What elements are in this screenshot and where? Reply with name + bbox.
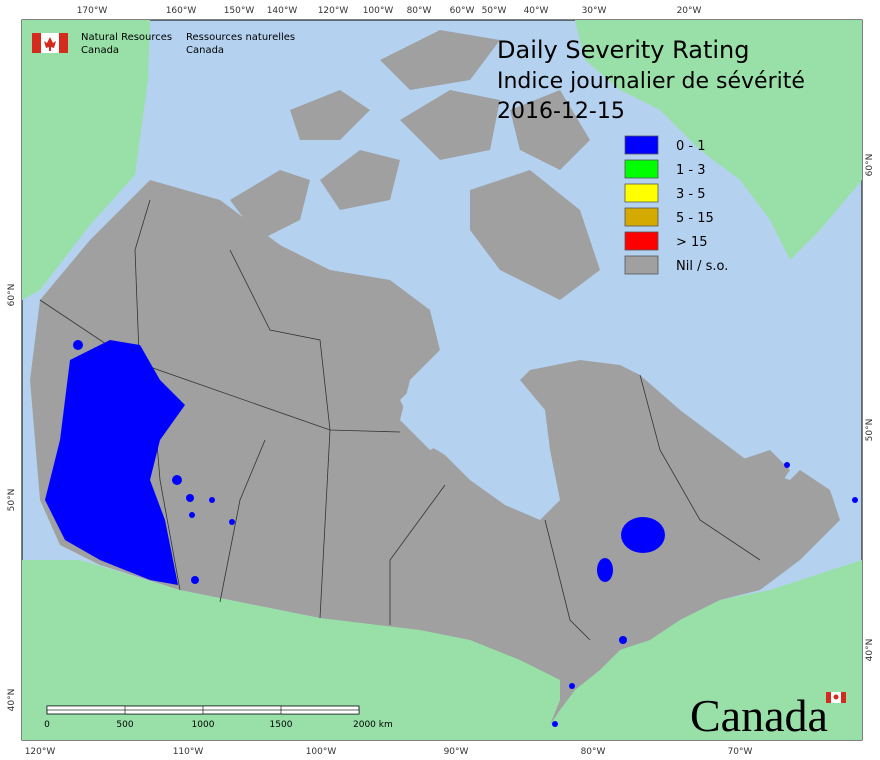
longitude-label: 120°W [25, 747, 56, 757]
org-fr: Canada [186, 45, 224, 56]
org-en: Natural Resources [81, 32, 172, 43]
wordmark: Canada [690, 690, 828, 741]
legend-label: > 15 [676, 235, 708, 250]
date: 2016-12-15 [497, 99, 625, 124]
latitude-label: 40°N [7, 689, 17, 712]
rating-0-1-areas [45, 340, 858, 727]
legend-swatch [624, 231, 659, 251]
longitude-label: 80°W [581, 747, 606, 757]
longitude-label: 60°W [450, 6, 475, 16]
longitude-label: 150°W [224, 6, 255, 16]
graticule-labels: 170°W 160°W 150°W 140°W 120°W 100°W 80°W 60°W 50… [7, 6, 875, 757]
longitude-label: 170°W [77, 6, 108, 16]
latitude-label: 60°N [7, 284, 17, 307]
scale-label: 2000 km [353, 720, 393, 730]
longitude-label: 40°W [524, 6, 549, 16]
org-signature: Natural Resources Canada Ressources natu… [32, 32, 295, 56]
scale-label: 1000 [192, 720, 215, 730]
legend-label: Nil / s.o. [676, 259, 728, 274]
legend-swatch [624, 183, 659, 203]
longitude-label: 30°W [582, 6, 607, 16]
longitude-label: 140°W [267, 6, 298, 16]
longitude-label: 80°W [407, 6, 432, 16]
latitude-label: 60°N [865, 154, 875, 177]
scale-label: 500 [116, 720, 133, 730]
scale-label: 0 [44, 720, 50, 730]
longitude-label: 100°W [363, 6, 394, 16]
legend-label: 1 - 3 [676, 163, 706, 178]
legend-swatch [624, 207, 659, 227]
basemap [22, 20, 862, 740]
latitude-label: 50°N [7, 489, 17, 512]
longitude-label: 100°W [306, 747, 337, 757]
legend-swatch [624, 159, 659, 179]
borders [39, 199, 761, 641]
longitude-label: 20°W [677, 6, 702, 16]
longitude-label: 120°W [318, 6, 349, 16]
legend-label: 3 - 5 [676, 187, 706, 202]
title-fr: Indice journalier de sévérité [497, 69, 805, 94]
latitude-label: 50°N [865, 419, 875, 442]
legend-swatch [624, 255, 659, 275]
legend-label: 5 - 15 [676, 211, 714, 226]
org-fr: Ressources naturelles [186, 32, 295, 43]
longitude-label: 50°W [482, 6, 507, 16]
longitude-label: 70°W [728, 747, 753, 757]
longitude-label: 110°W [173, 747, 204, 757]
legend-swatch [624, 135, 659, 155]
legend-label: 0 - 1 [676, 139, 706, 154]
org-en: Canada [81, 45, 119, 56]
scale-bar: 0 500 1000 1500 2000 km [44, 705, 393, 730]
legend: 0 - 1 1 - 3 3 - 5 5 - 15 > 15 Nil / s.o. [624, 135, 728, 275]
scale-label: 1500 [270, 720, 293, 730]
canada-wordmark: Canada [690, 690, 846, 741]
longitude-label: 160°W [166, 6, 197, 16]
longitude-label: 90°W [444, 747, 469, 757]
title: Daily Severity Rating [497, 36, 749, 64]
latitude-label: 40°N [865, 639, 875, 662]
